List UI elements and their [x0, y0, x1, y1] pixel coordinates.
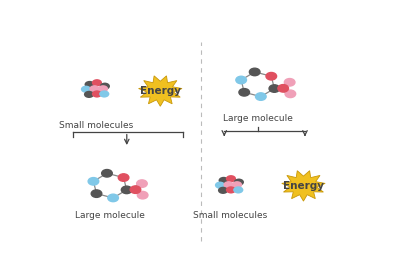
Polygon shape	[282, 171, 325, 201]
Circle shape	[269, 85, 280, 92]
Text: Energy: Energy	[283, 181, 324, 191]
Circle shape	[226, 186, 236, 193]
Circle shape	[233, 186, 243, 193]
Text: Small molecules: Small molecules	[193, 211, 268, 220]
Circle shape	[91, 190, 102, 197]
Circle shape	[250, 68, 260, 76]
Circle shape	[137, 180, 147, 187]
Text: Small molecules: Small molecules	[59, 121, 134, 130]
Circle shape	[84, 91, 94, 98]
Circle shape	[215, 181, 225, 189]
Circle shape	[89, 85, 99, 92]
Circle shape	[98, 85, 108, 92]
Circle shape	[102, 169, 112, 177]
Circle shape	[219, 177, 229, 184]
Circle shape	[92, 90, 102, 98]
Circle shape	[137, 192, 148, 199]
Circle shape	[255, 93, 266, 100]
Circle shape	[100, 83, 110, 90]
Circle shape	[223, 181, 233, 188]
Circle shape	[92, 79, 102, 86]
Circle shape	[99, 90, 109, 98]
Circle shape	[232, 181, 242, 188]
Circle shape	[81, 86, 91, 93]
Circle shape	[266, 73, 277, 80]
Text: Energy: Energy	[140, 86, 181, 96]
Circle shape	[84, 81, 95, 88]
Circle shape	[130, 186, 141, 193]
Circle shape	[108, 194, 118, 202]
Circle shape	[226, 175, 236, 182]
Polygon shape	[139, 76, 182, 106]
Circle shape	[118, 174, 129, 181]
Text: Large molecule: Large molecule	[75, 211, 145, 220]
Circle shape	[121, 186, 132, 194]
Circle shape	[88, 178, 99, 185]
Circle shape	[285, 78, 295, 86]
Circle shape	[236, 76, 246, 84]
Circle shape	[234, 179, 244, 186]
Circle shape	[239, 88, 250, 96]
Text: Large molecule: Large molecule	[223, 114, 293, 123]
Circle shape	[218, 187, 228, 194]
Circle shape	[285, 90, 296, 97]
Circle shape	[278, 85, 288, 92]
